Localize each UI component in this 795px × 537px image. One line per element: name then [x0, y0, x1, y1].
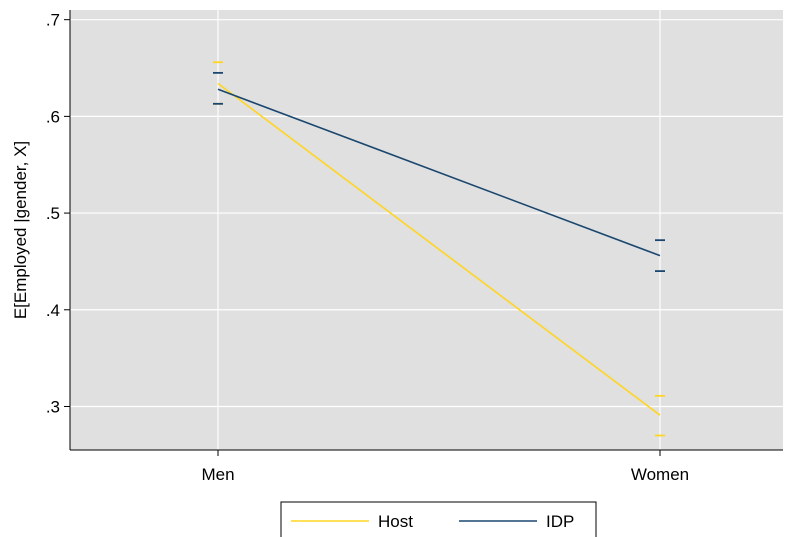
y-tick-label: .6 [46, 107, 60, 126]
legend-label-host: Host [378, 512, 413, 531]
category-lines [217, 10, 661, 450]
y-tick-label: .4 [46, 301, 60, 320]
x-tick-label: Men [201, 465, 234, 484]
y-axis-ticks: .3 .4 .5 .6 .7 [46, 11, 70, 416]
legend-label-idp: IDP [546, 512, 574, 531]
gridlines [70, 19, 783, 408]
series-line-host [217, 82, 661, 416]
y-tick-label: .3 [46, 397, 60, 416]
y-tick-label: .5 [46, 204, 60, 223]
axes [69, 10, 783, 451]
legend-box [280, 501, 597, 537]
plot-background [70, 10, 783, 450]
series-line-idp [217, 88, 661, 257]
x-axis-ticks: Men Women [201, 450, 689, 484]
y-axis-title: E[Employed |gender, X] [11, 141, 30, 319]
legend: Host IDP [280, 501, 597, 537]
series-lines [217, 82, 661, 416]
confidence-interval-caps [213, 61, 665, 437]
x-tick-label: Women [631, 465, 689, 484]
y-tick-label: .7 [46, 11, 60, 30]
